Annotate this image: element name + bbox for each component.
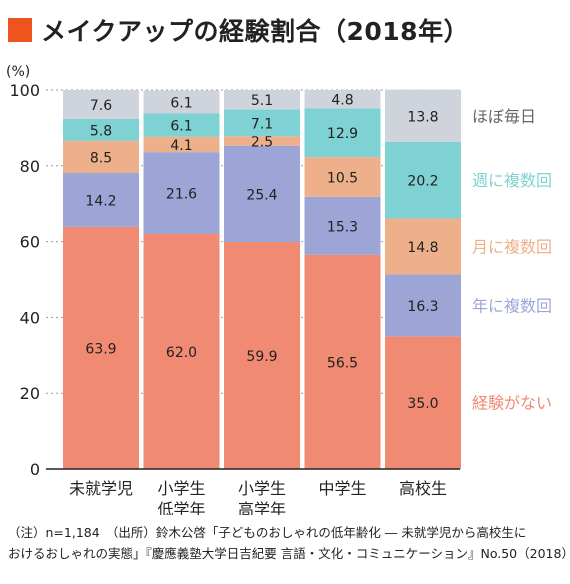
y-tick-label-20: 20 (20, 384, 40, 403)
data-label-week-1: 6.1 (170, 119, 192, 135)
bar-segment-none-1 (143, 234, 220, 469)
data-label-none-2: 59.9 (246, 349, 277, 365)
data-label-year-0: 14.2 (85, 193, 116, 209)
data-label-week-0: 5.8 (90, 123, 112, 139)
chart-title-bar: メイクアップの経験割合（2018年） (8, 10, 469, 50)
data-label-month-4: 14.8 (407, 240, 438, 256)
bar-segment-week-1 (143, 113, 220, 137)
bar-segment-month-4 (385, 218, 461, 275)
chart-title: メイクアップの経験割合（2018年） (41, 17, 470, 46)
data-label-week-2: 7.1 (251, 116, 273, 132)
data-label-daily-0: 7.6 (90, 98, 112, 114)
bar-segment-year-1 (143, 152, 220, 235)
bar-segment-week-0 (63, 118, 139, 141)
bar-segment-month-3 (304, 157, 381, 197)
y-tick-label-40: 40 (20, 308, 40, 327)
data-label-month-2: 2.5 (251, 134, 273, 150)
data-label-none-4: 35.0 (407, 396, 438, 412)
bar-segment-week-3 (304, 108, 381, 158)
y-tick-label-80: 80 (20, 157, 40, 176)
data-label-year-2: 25.4 (246, 187, 277, 203)
x-tick-label-2-1: 高学年 (238, 500, 286, 515)
bar-segment-daily-4 (385, 89, 461, 142)
data-label-week-3: 12.9 (327, 126, 358, 142)
bar-segment-week-4 (385, 141, 461, 219)
data-label-daily-2: 5.1 (251, 93, 273, 109)
legend-entry-month: 月に複数回 (472, 238, 552, 257)
x-tick-label-2-0: 小学生 (238, 479, 286, 498)
bar-segment-daily-0 (63, 90, 139, 119)
title-square-icon (8, 18, 32, 42)
bar-segment-month-0 (63, 140, 139, 174)
bar-segment-none-0 (63, 226, 139, 469)
data-label-none-3: 56.5 (327, 355, 358, 371)
stacked-bar-chart: (%) 0 20 40 60 80 100 63.9 14.2 8.5 5.8 7.6 未就学児 62.0… (6, 64, 552, 515)
bar-segment-daily-3 (304, 90, 381, 109)
bar-segment-year-2 (224, 145, 300, 242)
bar-segment-daily-1 (143, 90, 220, 114)
data-label-month-3: 10.5 (327, 170, 358, 186)
bar-segment-month-1 (143, 136, 220, 153)
data-label-month-1: 4.1 (170, 138, 192, 154)
legend-entry-daily: ほぼ毎日 (472, 107, 536, 126)
data-label-none-0: 63.9 (85, 341, 116, 357)
y-tick-label-100: 100 (9, 81, 40, 100)
legend-entry-year: 年に複数回 (472, 296, 552, 315)
data-label-daily-1: 6.1 (170, 95, 192, 111)
bar-segment-daily-2 (224, 90, 300, 110)
legend-entry-week: 週に複数回 (472, 171, 552, 190)
data-label-month-0: 8.5 (90, 150, 112, 166)
bar-segment-year-3 (304, 196, 381, 255)
bar-segment-none-2 (224, 241, 300, 469)
bar-segment-none-4 (385, 336, 461, 469)
source-note-line-2: おけるおしゃれの実態」『慶應義塾大学日吉紀要 言語・文化・コミュニケーション』N… (8, 546, 570, 561)
source-note: （注）n=1,184 （出所）鈴木公啓「子どものおしゃれの低年齢化 ― 未就学児… (8, 522, 570, 564)
x-tick-label-3-0: 中学生 (318, 479, 366, 498)
source-note-line-1: （注）n=1,184 （出所）鈴木公啓「子どものおしゃれの低年齢化 ― 未就学児… (8, 525, 527, 540)
x-tick-label-0-0: 未就学児 (69, 479, 133, 498)
data-label-year-4: 16.3 (407, 299, 438, 315)
legend-entry-none: 経験がない (472, 394, 552, 413)
bar-segment-month-2 (224, 136, 300, 146)
y-tick-label-0: 0 (30, 460, 40, 479)
data-label-year-1: 21.6 (166, 187, 197, 203)
data-label-none-1: 62.0 (166, 345, 197, 361)
bar-segment-week-2 (224, 109, 300, 137)
x-tick-label-4-0: 高校生 (399, 479, 447, 498)
data-label-daily-3: 4.8 (331, 93, 353, 109)
y-tick-label-60: 60 (20, 233, 40, 252)
x-tick-label-1-0: 小学生 (157, 479, 205, 498)
bar-segment-year-0 (63, 173, 139, 227)
y-axis-unit-label: (%) (6, 64, 30, 80)
x-tick-label-1-1: 低学年 (157, 500, 205, 515)
data-label-week-4: 20.2 (407, 174, 438, 190)
data-label-year-3: 15.3 (327, 219, 358, 235)
bar-segment-year-4 (385, 274, 461, 337)
data-label-daily-4: 13.8 (407, 109, 438, 125)
bar-segment-none-3 (304, 254, 381, 469)
